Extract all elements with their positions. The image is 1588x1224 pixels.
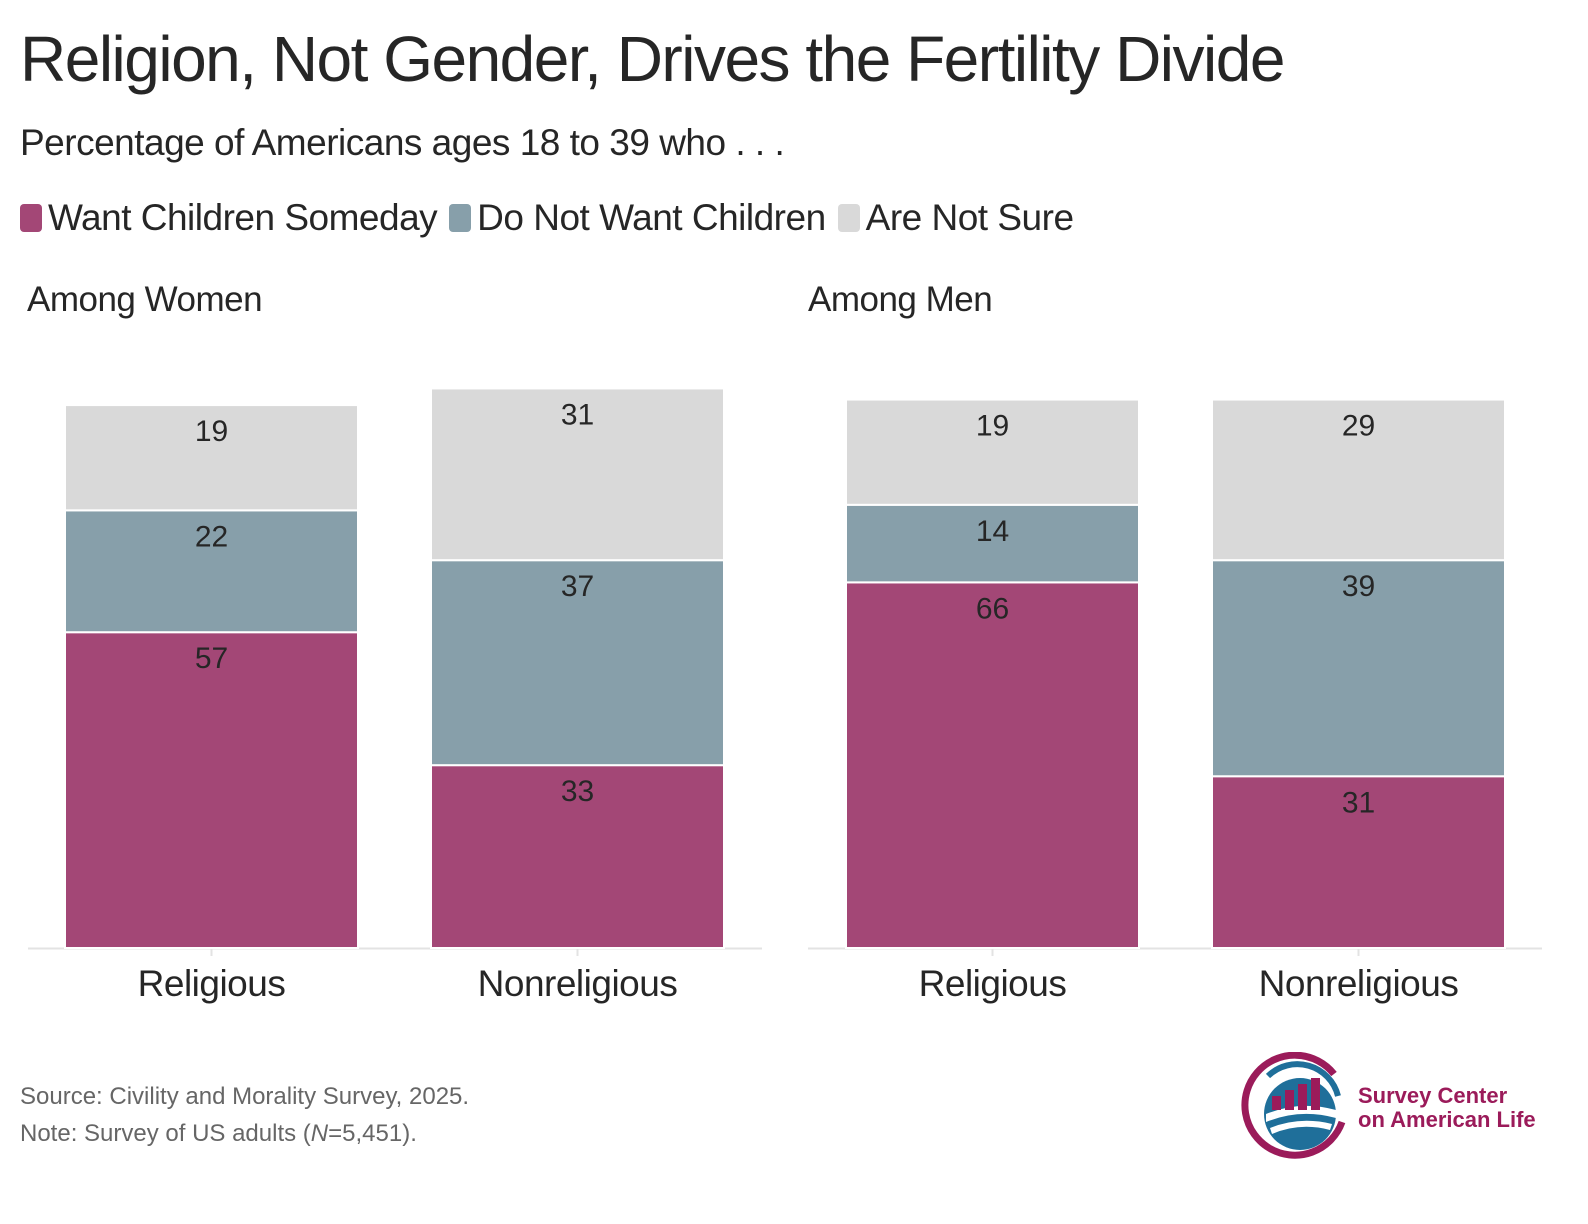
source-text: Source: Civility and Morality Survey, 20…: [20, 1083, 470, 1110]
among-women-data-label-religious-want-children-someday: 57: [195, 642, 228, 675]
among-women-data-label-nonreligious-do-not-want-children: 37: [561, 570, 594, 603]
among-women-data-label-nonreligious-want-children-someday: 33: [561, 775, 594, 808]
among-men-data-label-nonreligious-are-not-sure: 29: [1342, 410, 1375, 443]
among-men-bar-nonreligious-do-not-want-children: [1211, 559, 1506, 778]
among-women-bar-nonreligious-want-children-someday: [430, 764, 725, 949]
logo-text: Survey Center on American Life: [1358, 1084, 1536, 1132]
among-women-bar-religious-are-not-sure: [64, 404, 359, 512]
among-women-bar-nonreligious-do-not-want-children: [430, 559, 725, 767]
panel-title-men: Among Men: [808, 280, 993, 319]
among-men-data-label-nonreligious-do-not-want-children: 39: [1342, 570, 1375, 603]
among-men-tick-label-nonreligious: Nonreligious: [1259, 963, 1459, 1004]
stacked-bar-chart: Religious 57 22 19 Nonreligious 33 37 31 Religio…: [28, 387, 1542, 1004]
legend: Want Children Someday Do Not Want Childr…: [20, 197, 1086, 239]
panel-title-women: Among Women: [27, 280, 263, 319]
among-women-bar-religious-do-not-want-children: [64, 509, 359, 634]
among-women-tick-label-religious: Religious: [138, 963, 286, 1004]
logo-line-2: on American Life: [1358, 1107, 1536, 1132]
legend-swatch-not-sure: [837, 204, 860, 232]
note-prefix: Note: Survey of US adults (: [20, 1120, 311, 1147]
among-men-data-label-religious-do-not-want-children: 14: [976, 515, 1009, 548]
legend-item-want: Want Children Someday: [20, 197, 438, 239]
among-women-data-label-religious-do-not-want-children: 22: [195, 520, 228, 553]
legend-label-not-sure: Are Not Sure: [865, 197, 1074, 238]
logo-line-1: Survey Center: [1358, 1083, 1508, 1108]
legend-swatch-not-want: [449, 204, 472, 232]
legend-label-want: Want Children Someday: [48, 197, 438, 238]
among-men-bar-nonreligious-are-not-sure: [1211, 398, 1506, 562]
among-women-tick-label-nonreligious: Nonreligious: [478, 963, 678, 1004]
chart-title: Religion, Not Gender, Drives the Fertili…: [20, 23, 1285, 95]
among-women-data-label-religious-are-not-sure: 19: [195, 415, 228, 448]
legend-item-not-want: Do Not Want Children: [449, 197, 826, 239]
source-note: Source: Civility and Morality Survey, 20…: [20, 1078, 469, 1152]
among-men-tick-label-religious: Religious: [919, 963, 1067, 1004]
among-men-data-label-religious-are-not-sure: 19: [976, 410, 1009, 443]
legend-label-not-want: Do Not Want Children: [477, 197, 826, 238]
among-women-data-label-nonreligious-are-not-sure: 31: [561, 398, 594, 431]
among-women-bar-religious-want-children-someday: [64, 631, 359, 949]
among-men-bar-religious-do-not-want-children: [845, 503, 1140, 584]
note-suffix: =5,451).: [328, 1120, 417, 1147]
among-women-bar-nonreligious-are-not-sure: [430, 387, 725, 562]
legend-item-not-sure: Are Not Sure: [837, 197, 1074, 239]
among-men-bar-nonreligious-want-children-someday: [1211, 775, 1506, 950]
note-text: Note: Survey of US adults (N=5,451).: [20, 1115, 469, 1152]
legend-swatch-want: [20, 204, 42, 232]
among-men-bar-religious-want-children-someday: [845, 581, 1140, 949]
chart-subtitle: Percentage of Americans ages 18 to 39 wh…: [20, 122, 785, 163]
note-n: N: [310, 1120, 329, 1147]
among-men-bar-religious-are-not-sure: [845, 398, 1140, 506]
survey-center-logo: Survey Center on American Life: [1238, 1051, 1538, 1164]
logo-emblem-icon: [1241, 1051, 1346, 1159]
among-men-data-label-religious-want-children-someday: 66: [976, 592, 1009, 625]
among-men-data-label-nonreligious-want-children-someday: 31: [1342, 786, 1375, 819]
